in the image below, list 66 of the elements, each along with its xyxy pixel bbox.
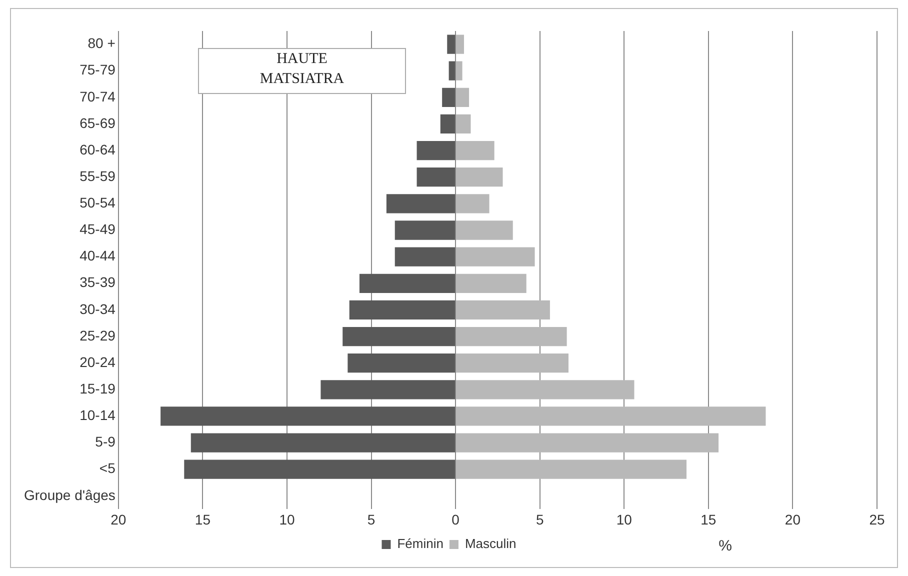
y-tick-label: 75-79: [80, 62, 116, 78]
y-tick-label: <5: [99, 460, 116, 476]
bar: [320, 380, 456, 400]
bar: [456, 168, 503, 187]
x-tick-label: 5: [536, 511, 544, 528]
bar: [456, 247, 535, 266]
y-tick-label: 80 +: [88, 35, 116, 52]
bar: [416, 140, 456, 160]
x-tick-label: 0: [452, 511, 460, 528]
x-tick-label: 20: [110, 511, 126, 528]
bar: [394, 220, 456, 240]
y-tick-label: 5-9: [95, 434, 116, 450]
bar: [456, 354, 569, 373]
bar: [456, 460, 687, 479]
bar: [348, 354, 456, 373]
y-tick-label: 65-69: [80, 114, 116, 131]
y-tick-label: 35-39: [80, 274, 116, 290]
x-tick-label: 20: [784, 511, 801, 528]
bar: [456, 274, 526, 293]
bar: [359, 274, 456, 293]
x-tick-label: 15: [700, 511, 716, 528]
legend-label: Masculin: [464, 536, 516, 552]
y-tick-label: 55-59: [80, 168, 116, 184]
x-tick-label: 10: [279, 511, 295, 528]
text-box: HAUTE MATSIATRA: [198, 48, 406, 94]
bar: [456, 114, 471, 134]
legend-label: Féminin: [397, 536, 444, 552]
y-tick-label: 50-54: [80, 194, 116, 211]
bar: [160, 406, 456, 426]
x-tick-label: 25: [869, 511, 885, 528]
bar: [416, 168, 456, 187]
y-tick-label: 70-74: [80, 88, 116, 104]
bar: [447, 34, 456, 54]
x-tick-label: 15: [194, 511, 211, 528]
y-tick-label: 45-49: [80, 221, 116, 238]
bar: [456, 380, 634, 400]
y-tick-label: 20-24: [80, 354, 116, 370]
bar: [190, 433, 456, 452]
bar: [184, 460, 456, 479]
bar: [440, 114, 456, 134]
x-tick-label: 10: [616, 511, 632, 528]
y-tick-label: 25-29: [80, 327, 116, 344]
bar: [456, 300, 550, 320]
bar: [456, 34, 464, 54]
bar: [442, 88, 456, 107]
y-tick-label: 30-34: [80, 300, 116, 317]
bar: [456, 326, 567, 346]
bar: [456, 220, 513, 240]
bar: [456, 140, 494, 160]
bar: [349, 300, 456, 320]
x-tick-label: 5: [367, 511, 376, 528]
bar: [342, 326, 456, 346]
bar: [456, 433, 719, 452]
y-tick-label: Groupe d'âges: [24, 486, 116, 503]
y-tick-label: 10-14: [80, 407, 116, 424]
y-tick-label: 40-44: [80, 248, 116, 264]
y-tick-label: 15-19: [80, 380, 116, 397]
y-tick-label: 60-64: [80, 141, 116, 158]
bar: [456, 194, 490, 214]
bar: [394, 247, 456, 266]
bar: [456, 88, 470, 107]
bar: [448, 61, 456, 80]
bar: [386, 194, 456, 214]
x-axis-title: %: [718, 538, 732, 555]
bar: [456, 61, 462, 80]
bar: [456, 406, 766, 426]
